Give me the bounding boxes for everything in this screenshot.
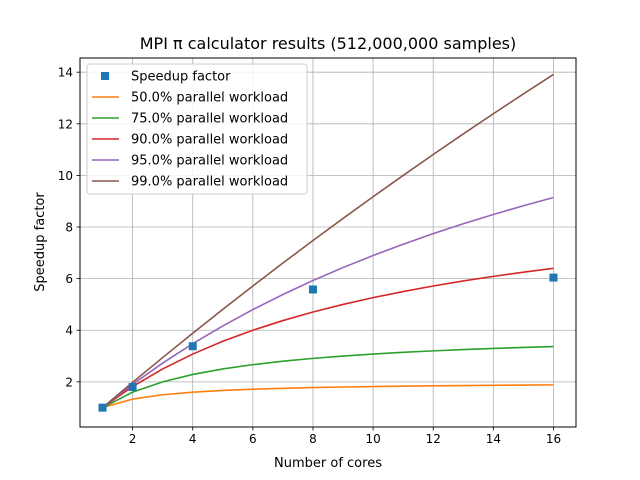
measured-point bbox=[128, 383, 137, 392]
legend: Speedup factor 50.0% parallel workload 75.… bbox=[86, 63, 308, 195]
measured-point bbox=[549, 273, 558, 282]
y-tick-label: 8 bbox=[65, 221, 73, 235]
chart-title: MPI π calculator results (512,000,000 sa… bbox=[140, 34, 517, 53]
x-tick-label: 10 bbox=[365, 432, 380, 446]
series-line-1 bbox=[102, 345, 554, 409]
series-line-3 bbox=[102, 196, 554, 409]
series-line-4 bbox=[102, 73, 554, 409]
measured-point bbox=[308, 285, 317, 294]
y-tick-label: 6 bbox=[65, 272, 73, 286]
x-axis-label: Number of cores bbox=[274, 456, 382, 471]
measured-point bbox=[188, 342, 197, 351]
legend-label: Speedup factor bbox=[131, 70, 231, 85]
legend-label: 75.0% parallel workload bbox=[131, 112, 288, 127]
measured-points bbox=[98, 273, 558, 412]
legend-marker bbox=[101, 72, 109, 80]
legend-box bbox=[86, 63, 308, 195]
legend-label: 50.0% parallel workload bbox=[131, 91, 288, 106]
series-line-2 bbox=[102, 267, 554, 409]
series-lines bbox=[102, 73, 554, 409]
y-axis-label: Speedup factor bbox=[33, 192, 48, 292]
y-tick-label: 4 bbox=[65, 324, 73, 338]
x-tick-label: 16 bbox=[546, 432, 561, 446]
axis-ticks: 2 4 6 8 10 12 14 16 2 4 6 8 10 12 14 bbox=[58, 66, 561, 446]
y-tick-label: 10 bbox=[58, 169, 73, 183]
x-tick-label: 8 bbox=[309, 432, 317, 446]
legend-label: 90.0% parallel workload bbox=[131, 133, 288, 148]
legend-label: 95.0% parallel workload bbox=[131, 154, 288, 169]
x-tick-label: 2 bbox=[129, 432, 137, 446]
y-tick-label: 12 bbox=[58, 117, 73, 131]
plot-frame bbox=[79, 57, 577, 428]
y-tick-label: 2 bbox=[65, 375, 73, 389]
x-tick-label: 6 bbox=[249, 432, 257, 446]
y-tick-label: 14 bbox=[58, 66, 73, 80]
x-tick-label: 14 bbox=[486, 432, 501, 446]
measured-point bbox=[98, 403, 107, 412]
series-line-0 bbox=[102, 384, 554, 409]
legend-label: 99.0% parallel workload bbox=[131, 175, 288, 190]
x-tick-label: 4 bbox=[189, 432, 197, 446]
x-tick-label: 12 bbox=[426, 432, 441, 446]
